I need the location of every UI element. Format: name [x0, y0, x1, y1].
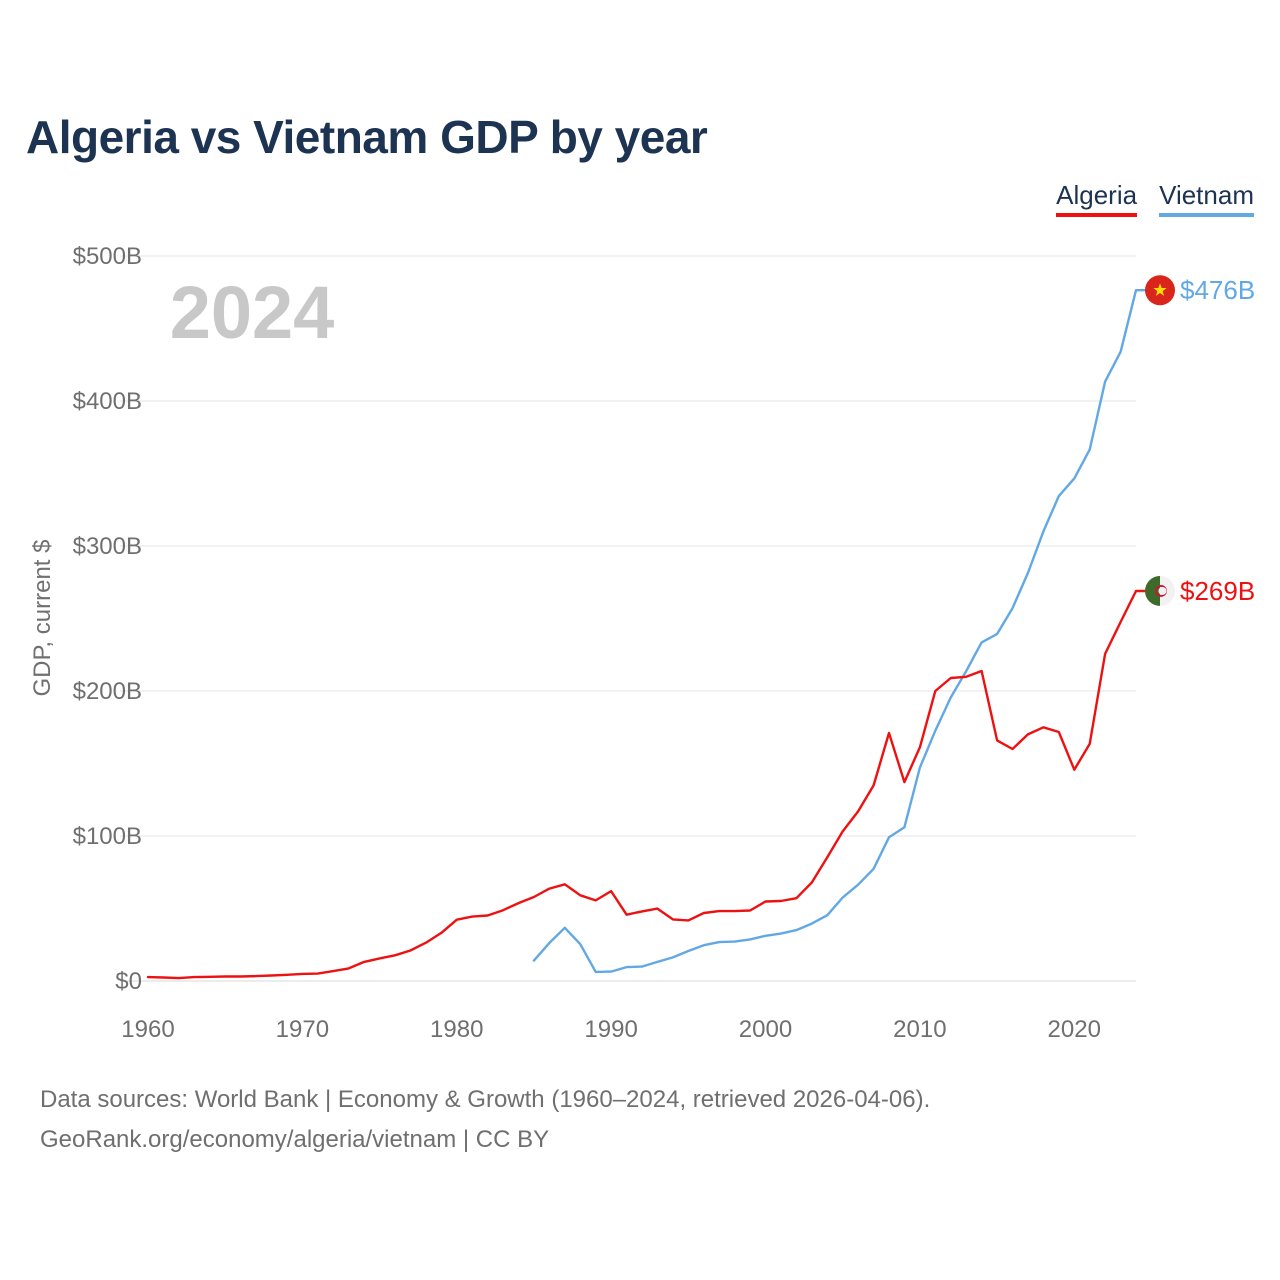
footer: Data sources: World Bank | Economy & Gro…	[40, 1080, 930, 1160]
end-value-label-vietnam: $476B	[1180, 275, 1255, 305]
algeria-flag-icon	[1145, 575, 1175, 606]
x-tick-label: 1970	[276, 1016, 329, 1043]
series-line-vietnam	[532, 289, 1148, 974]
x-tick-label: 2010	[893, 1016, 946, 1043]
year-watermark: 2024	[170, 271, 335, 354]
series-line-algeria	[146, 589, 1148, 980]
y-tick-label: $100B	[73, 823, 142, 850]
data-sources-note: Data sources: World Bank | Economy & Gro…	[40, 1086, 931, 1113]
x-tick-label: 2000	[739, 1016, 792, 1043]
x-tick-label: 2020	[1048, 1016, 1101, 1043]
x-tick-label: 1960	[121, 1016, 174, 1043]
y-tick-label: $200B	[73, 678, 142, 705]
y-tick-label: $0	[115, 968, 142, 995]
legend-item-vietnam[interactable]: Vietnam	[1159, 180, 1254, 217]
y-tick-label: $400B	[73, 388, 142, 415]
x-tick-label: 1980	[430, 1016, 483, 1043]
vietnam-flag-icon	[1145, 275, 1175, 306]
end-value-label-algeria: $269B	[1180, 576, 1255, 606]
y-tick-label: $500B	[73, 243, 142, 270]
y-tick-label: $300B	[73, 533, 142, 560]
legend: Algeria Vietnam	[1056, 180, 1254, 217]
page-title: Algeria vs Vietnam GDP by year	[26, 111, 708, 163]
y-axis-label: GDP, current $	[29, 540, 56, 697]
credit-note: GeoRank.org/economy/algeria/vietnam | CC…	[40, 1126, 550, 1153]
legend-item-algeria[interactable]: Algeria	[1056, 180, 1138, 217]
x-tick-label: 1990	[584, 1016, 637, 1043]
